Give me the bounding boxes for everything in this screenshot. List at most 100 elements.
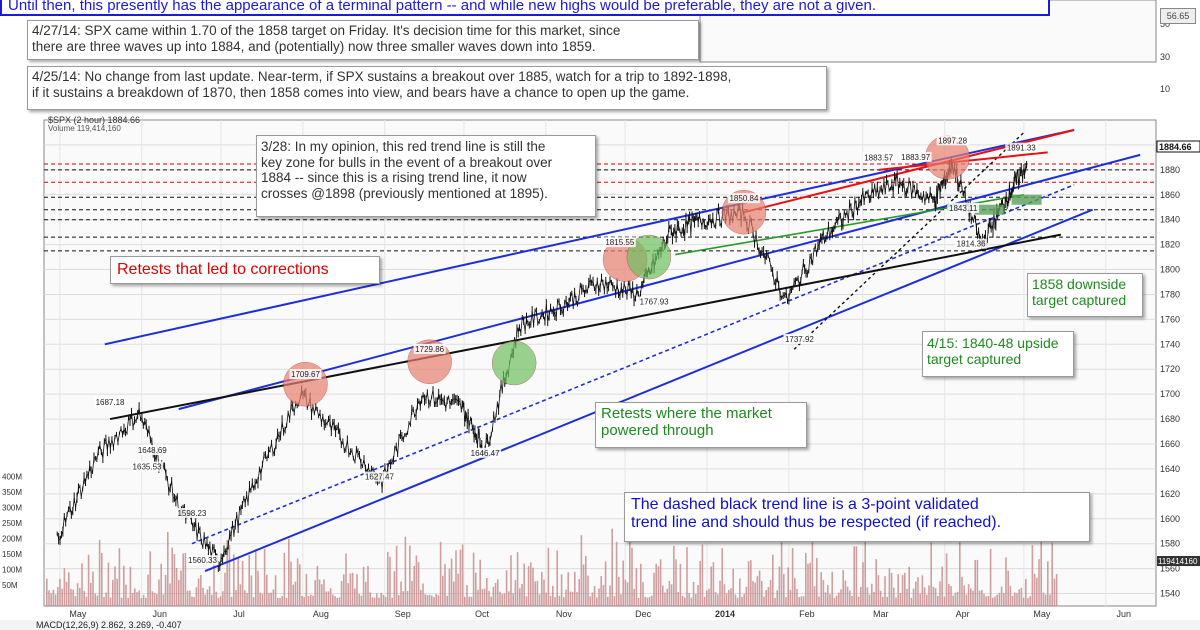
- volume-bar: [906, 588, 908, 606]
- indicator-tick-label: 50: [1160, 19, 1170, 29]
- volume-bar: [948, 584, 950, 606]
- volume-bar: [877, 575, 880, 606]
- volume-bar: [182, 553, 184, 606]
- volume-bar: [400, 581, 402, 606]
- x-tick-label: May: [69, 609, 87, 619]
- volume-bar: [523, 563, 525, 606]
- volume-bar: [233, 554, 235, 606]
- last-price-tag: [1156, 140, 1200, 153]
- volume-bar: [926, 594, 928, 606]
- volume-bar: [340, 580, 343, 606]
- zoom-button[interactable]: 56.65: [1160, 8, 1196, 24]
- volume-bar: [1055, 573, 1058, 606]
- volume-bar: [644, 596, 646, 606]
- volume-bar: [939, 581, 941, 606]
- volume-bar: [620, 594, 622, 606]
- volume-bar: [941, 566, 943, 606]
- x-tick-label: Oct: [475, 609, 490, 619]
- volume-bar: [882, 596, 884, 606]
- volume-bar: [1016, 593, 1018, 606]
- volume-bar: [193, 597, 195, 606]
- volume-bar: [1044, 594, 1047, 606]
- volume-bar: [699, 560, 701, 606]
- x-tick-label: May: [1033, 609, 1051, 619]
- y-tick-label: 1560: [1160, 564, 1180, 574]
- volume-bar: [1042, 592, 1045, 606]
- last-price-value: 1884.66: [1159, 142, 1192, 152]
- volume-bar: [596, 597, 598, 606]
- volume-bar: [646, 597, 649, 606]
- x-tick-label: 2014: [715, 609, 735, 619]
- volume-bar: [860, 586, 862, 606]
- volume-bar: [675, 559, 677, 606]
- volume-bar: [402, 591, 404, 606]
- volume-bar: [417, 562, 420, 606]
- volume-bar: [1031, 545, 1034, 606]
- volume-bar: [389, 556, 391, 606]
- volume-bar: [613, 595, 616, 606]
- volume-bar: [783, 573, 785, 606]
- volume-bar: [219, 596, 222, 606]
- volume-bar: [59, 578, 61, 606]
- volume-bar: [686, 547, 688, 606]
- price-annotation-label: 1883.97: [901, 153, 930, 162]
- volume-bar: [112, 579, 114, 606]
- volume-bar: [736, 597, 739, 606]
- price-line: [56, 158, 1027, 567]
- volume-bar: [277, 597, 279, 606]
- volume-bar: [725, 593, 728, 606]
- price-annotation-label: 1646.47: [471, 449, 500, 458]
- volume-bar: [413, 565, 415, 606]
- volume-bar: [94, 593, 96, 606]
- volume-bar: [917, 577, 919, 606]
- volume-bar: [549, 595, 552, 606]
- volume-bar: [46, 578, 48, 606]
- annotation-bg: [175, 507, 208, 518]
- price-annotation-label: 1891.33: [1007, 144, 1036, 153]
- volume-bar: [1040, 539, 1042, 606]
- volume-bar: [976, 559, 979, 606]
- volume-bar: [134, 588, 136, 606]
- volume-bar: [923, 587, 926, 606]
- annotation-bg: [783, 333, 816, 344]
- price-annotations: 1687.18 1648.69 1635.53 1598.23 1560.33 1709.…: [94, 135, 1038, 566]
- volume-bar: [589, 596, 591, 606]
- channel-lower-line: [204, 208, 1093, 573]
- annotation-bg: [363, 471, 396, 482]
- volume-bar: [1003, 593, 1005, 606]
- volume-bar: [921, 575, 924, 606]
- volume-bar: [204, 594, 206, 606]
- volume-bar: [719, 580, 721, 606]
- volume-bar: [554, 597, 556, 606]
- volume-bar: [844, 580, 847, 606]
- volume-bar: [107, 562, 110, 606]
- volume-bar: [378, 597, 380, 606]
- volume-bar: [186, 590, 189, 606]
- volume-bar: [662, 585, 664, 606]
- volume-bar: [890, 572, 893, 606]
- price-annotation-label: 1648.69: [138, 446, 167, 455]
- volume-bar: [296, 558, 299, 606]
- annotation-bg: [899, 151, 932, 162]
- volume-bar: [789, 590, 792, 606]
- retest-circle: [626, 234, 672, 280]
- volume-bar: [552, 585, 554, 606]
- volume-bar: [360, 595, 363, 606]
- volume-bar: [972, 590, 974, 606]
- annotation-bg: [469, 447, 502, 458]
- volume-bar: [695, 593, 697, 606]
- volume-bar: [692, 581, 695, 606]
- volume-bar: [545, 592, 547, 606]
- volume-bar: [393, 571, 396, 606]
- x-tick-label: Apr: [956, 609, 970, 619]
- price-annotation-label: 1897.28: [938, 136, 967, 145]
- volume-bar: [1038, 559, 1040, 606]
- volume-bar: [224, 572, 226, 606]
- volume-bar: [840, 589, 842, 606]
- annotation-bg: [603, 237, 636, 248]
- volume-bar: [585, 555, 587, 606]
- volume-tick-label: 400M: [2, 473, 22, 482]
- volume-bar: [758, 570, 761, 606]
- volume-bar: [714, 592, 717, 606]
- annotation-bg: [413, 343, 446, 354]
